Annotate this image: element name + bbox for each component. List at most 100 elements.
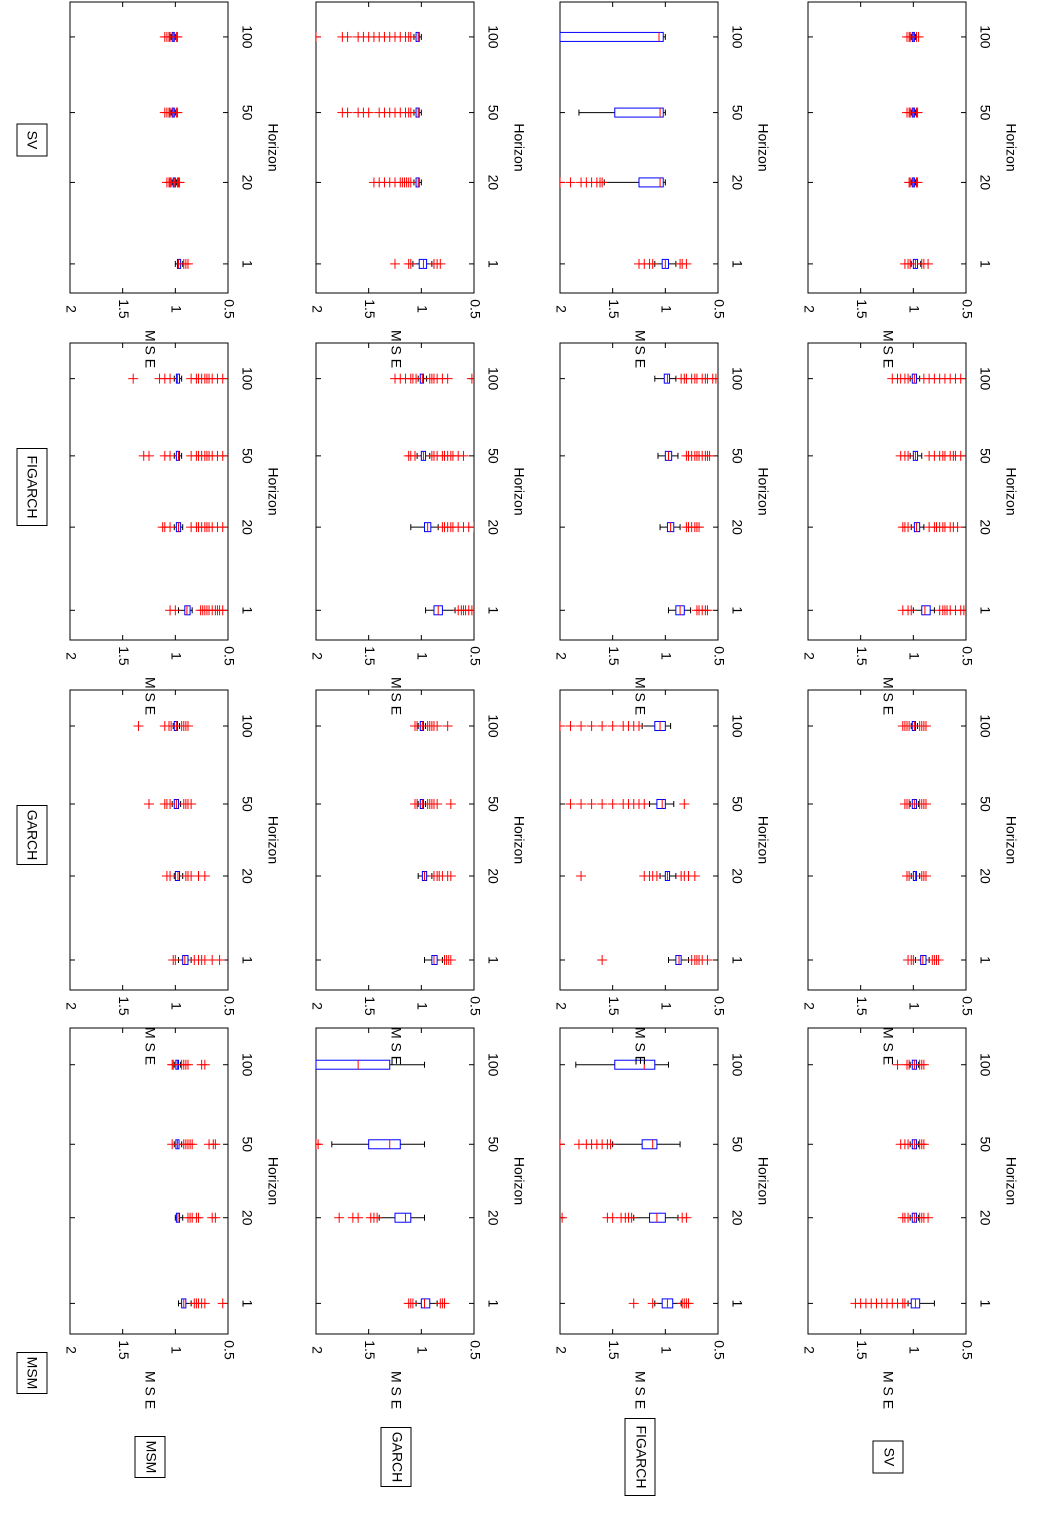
box-series — [316, 31, 446, 269]
box-horizon-1 — [168, 955, 225, 965]
x-axis-label: Horizon — [511, 123, 527, 171]
x-tick-label: 50 — [729, 1136, 745, 1152]
outlier-marker — [186, 373, 197, 384]
y-tick-label: 2 — [801, 1346, 817, 1354]
outlier-marker — [560, 721, 565, 731]
outlier-marker — [176, 1059, 187, 1070]
outlier-marker — [560, 1212, 568, 1223]
y-tick-label: 1.5 — [854, 299, 870, 319]
x-tick-label: 100 — [485, 25, 501, 49]
y-tick-label: 1 — [907, 652, 923, 660]
x-axis-label: Horizon — [755, 1157, 771, 1205]
box-horizon-20 — [174, 1212, 221, 1223]
outlier-marker — [195, 605, 206, 616]
outlier-marker — [353, 31, 364, 42]
outlier-marker — [390, 258, 400, 269]
box-horizon-20 — [897, 1212, 934, 1223]
outlier-marker — [422, 799, 433, 809]
x-tick-label: 1 — [485, 606, 501, 614]
y-tick-label: 1.5 — [116, 996, 132, 1016]
outlier-marker — [186, 522, 197, 533]
iqr-box — [656, 799, 666, 809]
outlier-marker — [675, 258, 686, 269]
plot-area-frame — [559, 1, 719, 294]
box-horizon-1 — [177, 1298, 228, 1309]
outlier-marker — [424, 373, 435, 384]
y-axis-label: M S E — [388, 677, 404, 715]
box-series — [390, 373, 474, 616]
iqr-box — [368, 1139, 401, 1150]
box-horizon-1 — [165, 605, 228, 616]
x-tick-label: 1 — [729, 956, 745, 964]
x-axis-label: Horizon — [1003, 816, 1019, 864]
box-horizon-1 — [425, 605, 474, 616]
box-horizon-100 — [892, 1059, 929, 1070]
box-series — [560, 1059, 694, 1309]
column-header-label: FIGARCH — [24, 456, 40, 519]
x-tick-label: 50 — [977, 105, 993, 121]
outlier-marker — [924, 522, 935, 533]
outlier-marker — [186, 450, 197, 461]
outlier-marker — [316, 31, 321, 42]
box-series — [560, 721, 713, 965]
outlier-marker — [439, 955, 450, 965]
outlier-marker — [159, 450, 170, 461]
outlier-marker — [466, 373, 474, 384]
x-tick-label: 20 — [729, 519, 745, 535]
y-axis-label: M S E — [632, 1371, 648, 1409]
x-axis-label: Horizon — [265, 123, 281, 171]
y-tick-label: 1.5 — [362, 646, 378, 666]
box-horizon-1 — [850, 1298, 935, 1309]
outlier-marker — [897, 1212, 908, 1223]
row-header-label: GARCH — [389, 1432, 405, 1483]
row-header-garch: GARCH — [380, 1427, 412, 1487]
outlier-marker — [899, 258, 910, 269]
x-tick-label: 50 — [729, 796, 745, 812]
y-tick-label: 0.5 — [711, 1340, 727, 1360]
y-tick-label: 2 — [553, 1002, 569, 1010]
column-header-box — [16, 123, 48, 157]
x-tick-label: 1 — [729, 260, 745, 268]
column-header-box — [16, 805, 48, 865]
y-tick-label: 2 — [801, 1002, 817, 1010]
outlier-marker — [691, 605, 702, 616]
row-header-box — [624, 1418, 656, 1496]
x-tick-label: 100 — [977, 1053, 993, 1077]
y-tick-label: 2 — [63, 652, 79, 660]
x-tick-label: 20 — [485, 868, 501, 884]
outlier-marker — [180, 871, 191, 881]
box-horizon-100 — [654, 373, 718, 384]
outlier-marker — [850, 1298, 861, 1309]
x-tick-label: 1 — [977, 260, 993, 268]
outlier-marker — [895, 450, 906, 461]
plot-area-frame — [559, 342, 719, 641]
box-horizon-50 — [337, 107, 422, 118]
box-series — [167, 1059, 228, 1309]
outlier-marker — [576, 721, 587, 731]
y-tick-label: 1.5 — [116, 1340, 132, 1360]
x-tick-label: 1 — [729, 606, 745, 614]
y-tick-label: 1.5 — [362, 996, 378, 1016]
panel-figarch-garch: 2 1.5 1 0.5 M S E 1 20 50 100 Horizon — [553, 689, 771, 1065]
outlier-marker — [903, 955, 914, 965]
plot-area-frame — [559, 1027, 719, 1335]
box-horizon-50 — [316, 1139, 425, 1150]
outlier-marker — [934, 605, 945, 616]
iqr-box — [641, 1139, 658, 1150]
x-tick-label: 20 — [485, 1210, 501, 1226]
box-horizon-100 — [167, 1059, 210, 1070]
outlier-marker — [677, 1298, 688, 1309]
outlier-marker — [681, 450, 692, 461]
outlier-marker — [597, 721, 608, 731]
box-horizon-100 — [390, 373, 474, 384]
plot-area-frame — [315, 689, 475, 991]
box-horizon-20 — [334, 1212, 425, 1223]
y-axis-label: M S E — [388, 1371, 404, 1409]
box-horizon-50 — [138, 450, 228, 461]
outlier-marker — [178, 1139, 189, 1150]
y-tick-label: 1 — [415, 1002, 431, 1010]
outlier-marker — [334, 1212, 345, 1223]
y-tick-label: 0.5 — [221, 996, 237, 1016]
box-horizon-50 — [403, 450, 469, 461]
outlier-marker — [639, 871, 650, 881]
